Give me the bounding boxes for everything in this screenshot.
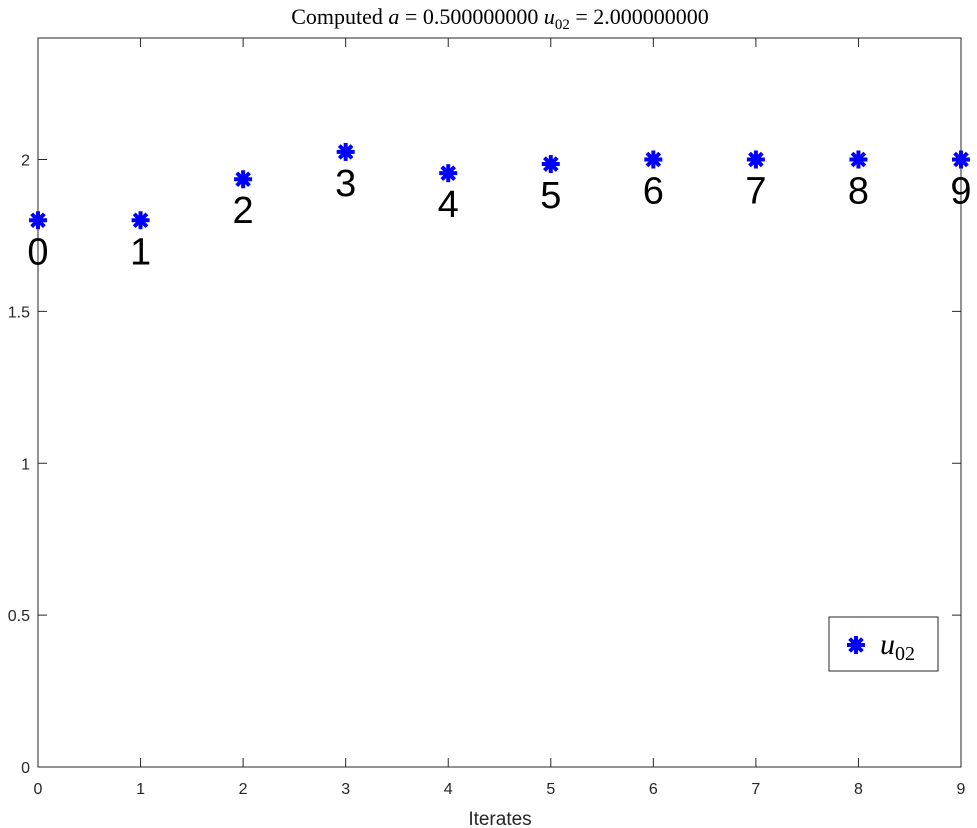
x-tick-label: 4 <box>444 781 453 798</box>
legend-marker-icon <box>847 636 865 654</box>
x-tick-label: 2 <box>239 781 248 798</box>
data-point <box>336 142 355 161</box>
x-tick-label: 7 <box>751 781 760 798</box>
data-series: 0 1 2 3 4 5 6 7 8 9 <box>27 142 972 273</box>
point-label: 7 <box>745 171 766 213</box>
point-label: 5 <box>540 175 561 217</box>
chart-title-eq-a: = 0.500000000 <box>399 4 543 29</box>
legend: u02 <box>828 616 939 672</box>
data-point <box>952 150 970 169</box>
point-label: 6 <box>643 171 664 213</box>
data-point <box>234 170 253 189</box>
chart-title-sub-u: 02 <box>555 17 570 33</box>
point-label: 3 <box>335 163 356 205</box>
data-point <box>439 164 458 183</box>
legend-var: u <box>880 628 895 661</box>
y-tick-label: 2 <box>21 153 30 170</box>
point-label: 9 <box>950 171 971 213</box>
chart-title: Computed a = 0.500000000 u02 = 2.0000000… <box>291 4 709 33</box>
x-tick-label: 9 <box>957 781 966 798</box>
tick-labels: 0 1 2 3 4 5 6 7 8 9 0 0.5 1 1.5 2 <box>8 153 966 799</box>
point-label: 2 <box>233 190 254 232</box>
x-tick-label: 6 <box>649 781 658 798</box>
plot-area <box>37 37 962 768</box>
data-point <box>541 155 560 174</box>
chart-title-eq-u: = 2.000000000 <box>570 4 709 29</box>
axis-ticks <box>37 38 962 768</box>
legend-label: u02 <box>880 628 915 665</box>
data-point <box>131 211 150 230</box>
y-tick-label: 1 <box>21 456 30 473</box>
x-axis-label: Iterates <box>468 809 531 828</box>
x-tick-label: 3 <box>341 781 350 798</box>
point-label: 8 <box>848 171 869 213</box>
y-tick-label: 1.5 <box>8 304 30 321</box>
x-tick-label: 5 <box>546 781 555 798</box>
point-label: 1 <box>130 231 151 273</box>
data-point <box>849 150 868 169</box>
chart-title-prefix: Computed <box>291 4 388 29</box>
chart-title-var-a: a <box>388 4 399 29</box>
data-point <box>644 150 663 169</box>
legend-marker <box>847 636 865 654</box>
x-tick-label: 8 <box>854 781 863 798</box>
chart-title-var-u: u <box>544 4 555 29</box>
point-label: 0 <box>27 231 48 273</box>
data-point <box>746 150 765 169</box>
y-tick-label: 0 <box>21 760 30 777</box>
x-tick-label: 0 <box>34 781 43 798</box>
x-tick-label: 1 <box>136 781 145 798</box>
point-label: 4 <box>438 184 459 226</box>
data-point <box>29 211 47 230</box>
legend-sub: 02 <box>895 643 915 665</box>
y-tick-label: 0.5 <box>8 608 30 625</box>
